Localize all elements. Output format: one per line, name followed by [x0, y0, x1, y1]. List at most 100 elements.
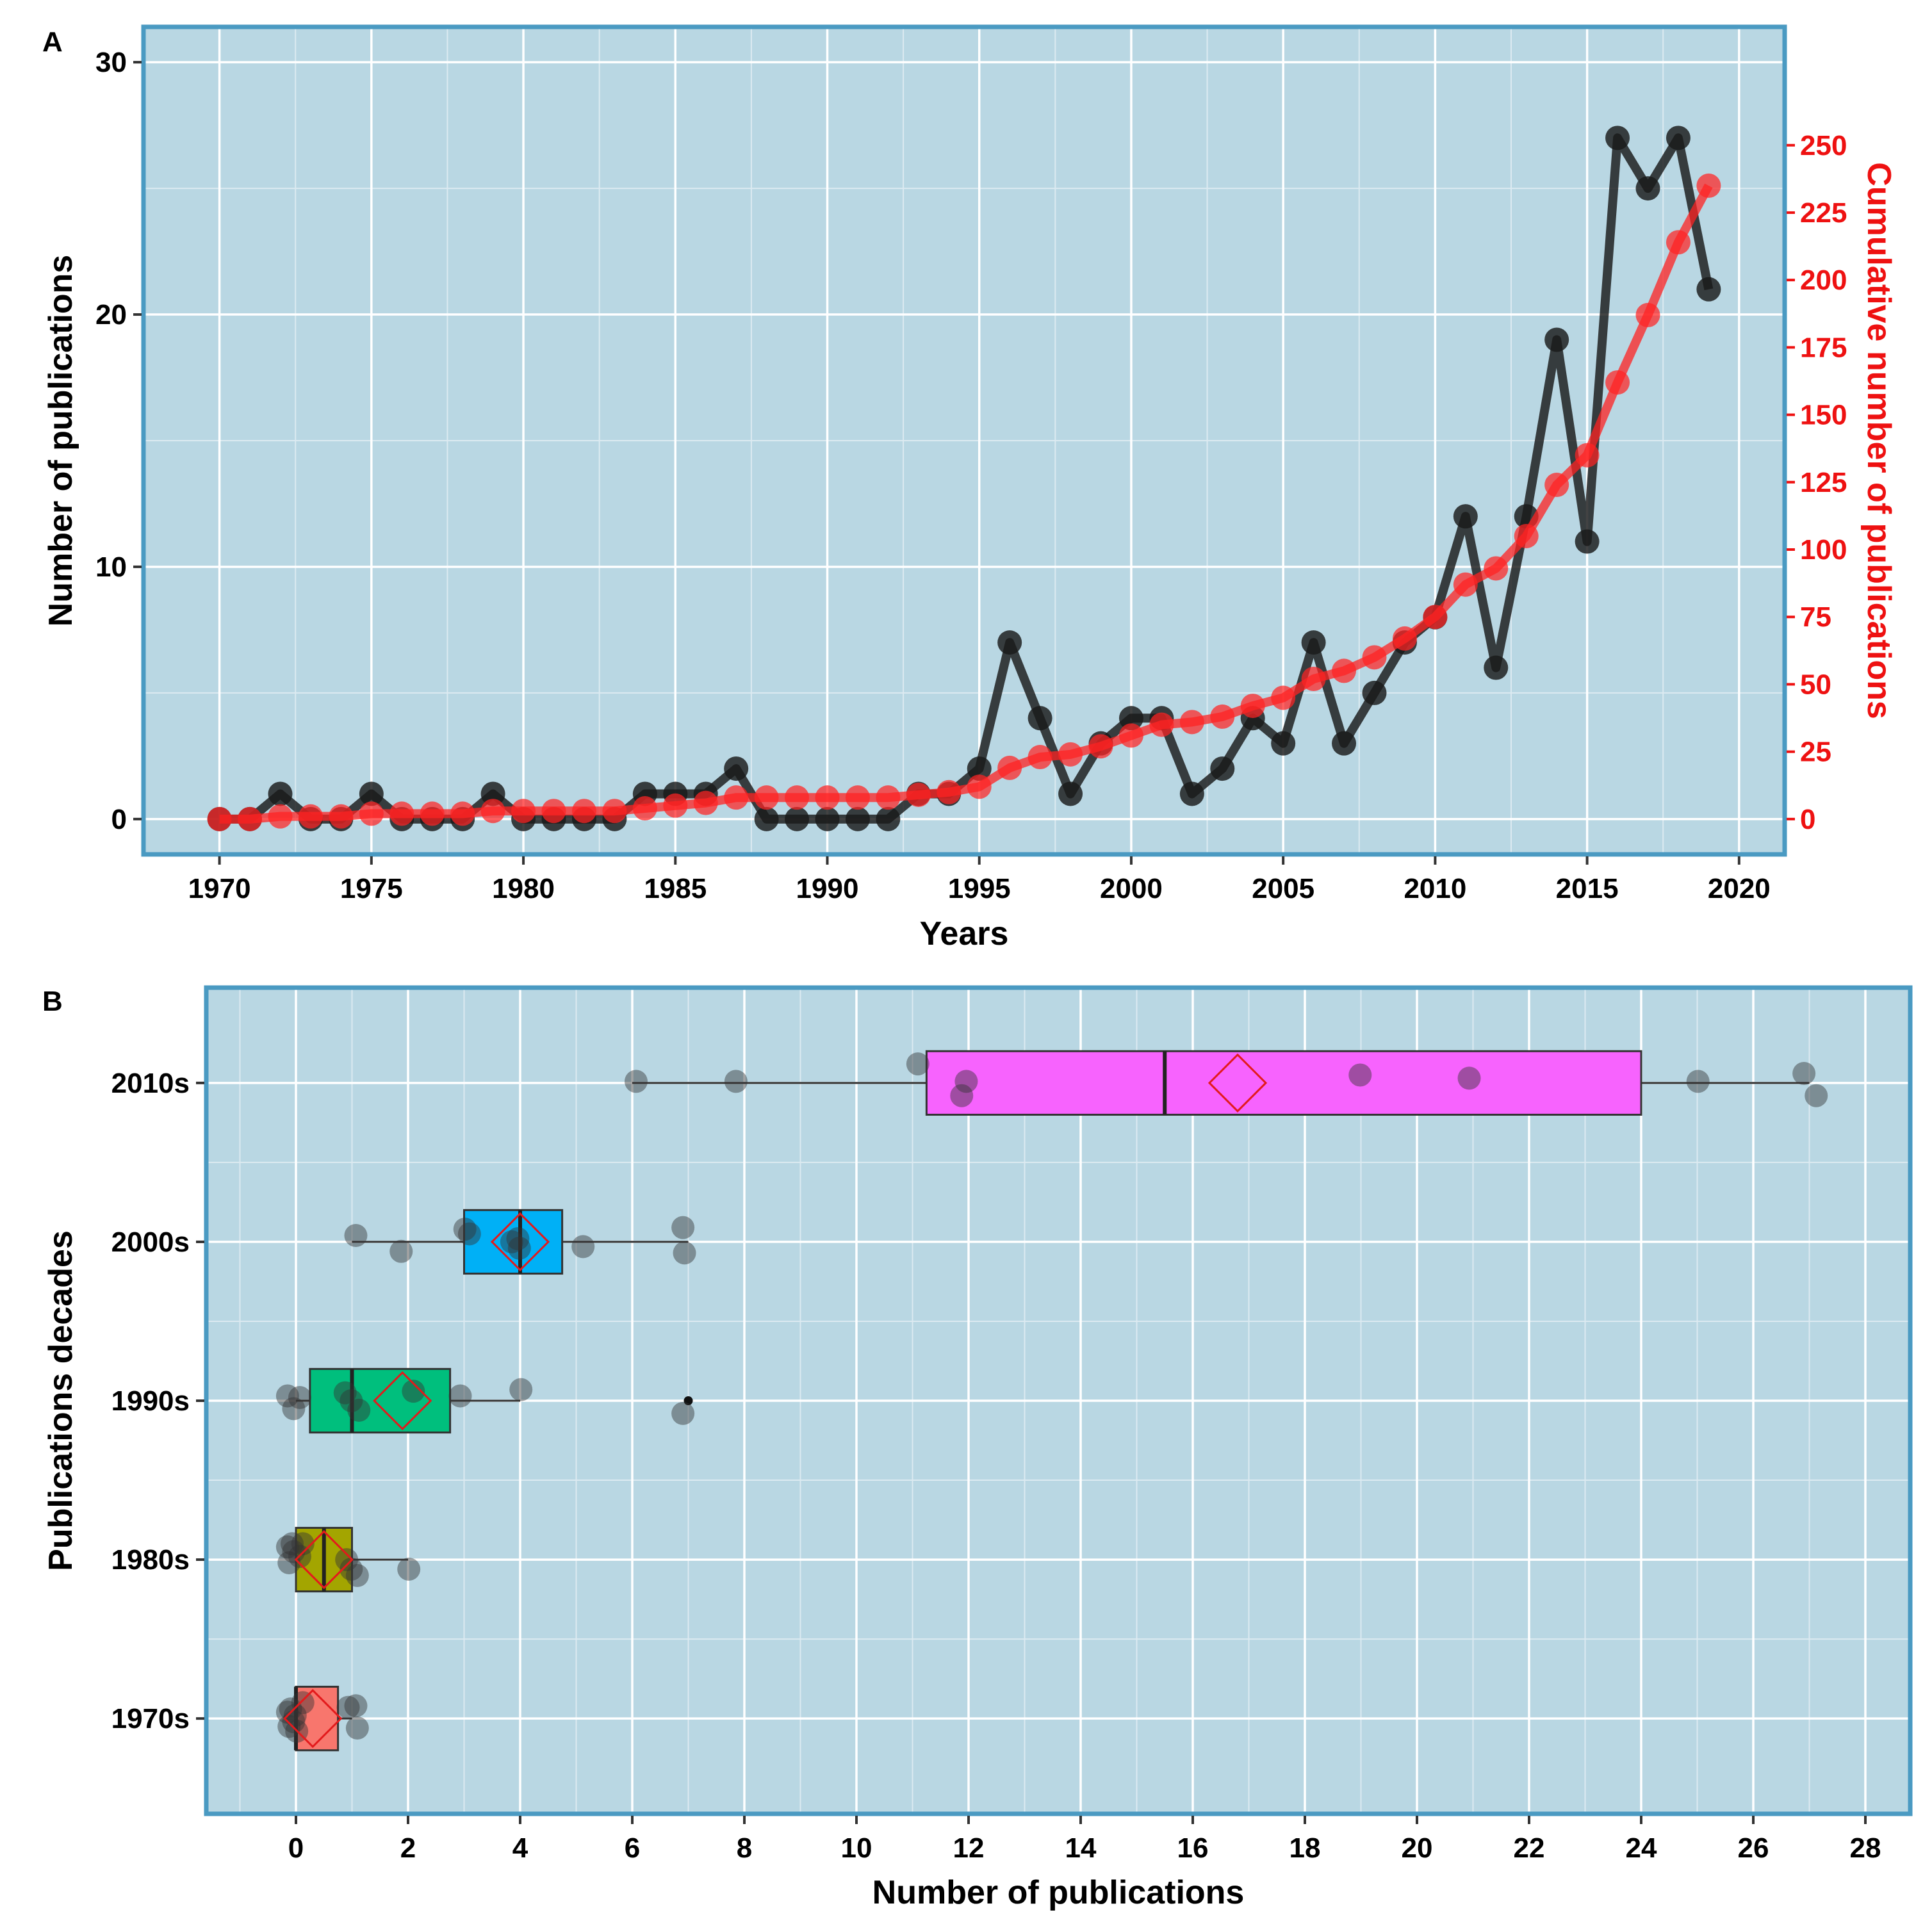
- cumulative-publications-point: [1027, 745, 1052, 770]
- annual-publications-point: [1544, 327, 1569, 352]
- cumulative-publications-point: [1088, 734, 1113, 759]
- jitter-point: [1348, 1063, 1372, 1087]
- y2-tick-label: 75: [1800, 601, 1831, 633]
- jitter-point: [288, 1386, 311, 1410]
- jitter-point: [275, 1384, 299, 1408]
- panel-a-y2-axis-title: Cumulative number of publications: [1860, 162, 1897, 719]
- y-tick-label: 20: [95, 299, 127, 330]
- cumulative-publications-point: [1210, 704, 1235, 729]
- panel-b-label: B: [42, 986, 63, 1017]
- jitter-point: [950, 1084, 974, 1107]
- jitter-point: [509, 1378, 533, 1401]
- cumulative-publications-point: [571, 799, 596, 824]
- annual-publications-point: [480, 781, 505, 806]
- x-tick-label: 20: [1402, 1832, 1433, 1864]
- x-tick-label: 1975: [340, 873, 403, 904]
- jitter-point: [275, 1700, 299, 1724]
- cumulative-publications-point: [1392, 626, 1417, 651]
- panel-a-axes: 1970 1975 1980 1985 1990 1995 2000 2005 2010 2015…: [95, 47, 1847, 904]
- x-tick-label: 12: [953, 1832, 985, 1864]
- cumulative-publications-point: [876, 785, 901, 810]
- cumulative-publications-point: [785, 785, 810, 810]
- annual-publications-point: [268, 781, 293, 806]
- jitter-point: [571, 1235, 595, 1259]
- annual-publications-point: [1058, 781, 1083, 806]
- annual-publications-point: [754, 806, 779, 831]
- panel-a-y-axis-title: Number of publications: [42, 255, 79, 627]
- jitter-point: [453, 1218, 477, 1241]
- box-mean-diamond: [490, 1212, 550, 1272]
- annual-publications-point: [815, 806, 840, 831]
- annual-publications-point: [1635, 176, 1660, 201]
- y-tick-label: 30: [95, 47, 127, 78]
- annual-publications-point: [1453, 504, 1478, 529]
- box-mean-diamond: [1208, 1053, 1268, 1113]
- cumulative-publications-point: [511, 799, 536, 824]
- x-tick-label: 18: [1289, 1832, 1321, 1864]
- cumulative-publications-point: [1423, 605, 1448, 630]
- jitter-point: [389, 1239, 413, 1263]
- y2-tick-label: 250: [1800, 130, 1847, 161]
- cumulative-publications-point: [359, 801, 384, 826]
- cumulative-publications-point: [1179, 710, 1204, 735]
- annual-publications-point: [1575, 529, 1600, 554]
- y2-tick-label: 225: [1800, 197, 1847, 229]
- cumulative-publications-point: [663, 793, 688, 818]
- y2-tick-label: 175: [1800, 332, 1847, 363]
- annual-publications-point: [785, 806, 810, 831]
- y2-tick-label: 125: [1800, 467, 1847, 498]
- y2-tick-label: 150: [1800, 400, 1847, 431]
- jitter-point: [345, 1716, 369, 1740]
- cumulative-publications-point: [1362, 645, 1387, 670]
- x-tick-label: 2000: [1100, 873, 1163, 904]
- jitter-point: [1792, 1061, 1816, 1085]
- jitter-point: [281, 1532, 304, 1556]
- annual-publications-point: [1179, 781, 1204, 806]
- jitter-point: [291, 1691, 315, 1715]
- cumulative-publications-point: [602, 799, 627, 824]
- jitter-point: [1457, 1066, 1481, 1090]
- jitter-point: [345, 1563, 369, 1587]
- x-tick-label: 16: [1177, 1832, 1209, 1864]
- jitter-point: [344, 1694, 368, 1718]
- jitter-point: [724, 1070, 748, 1093]
- jitter-point: [282, 1540, 306, 1563]
- jitter-point: [402, 1380, 425, 1403]
- jitter-point: [500, 1230, 523, 1253]
- cumulative-publications-point: [1240, 694, 1265, 719]
- cumulative-publications-point: [329, 804, 354, 829]
- jitter-point: [906, 1052, 929, 1076]
- x-tick-label: 2020: [1708, 873, 1771, 904]
- panel-b-border: [204, 985, 1913, 1816]
- x-tick-label: 10: [841, 1832, 872, 1864]
- box-mean-diamond: [283, 1689, 343, 1749]
- jitter-point: [344, 1224, 368, 1247]
- cumulative-publications-point: [906, 782, 931, 807]
- y-tick-label: 1970s: [111, 1703, 190, 1734]
- cumulative-publications-point: [724, 785, 749, 810]
- jitter-point: [283, 1704, 307, 1727]
- jitter-point: [275, 1535, 299, 1559]
- jitter-point: [277, 1551, 301, 1575]
- panel-a-x-axis-title: Years: [920, 915, 1009, 952]
- jitter-point: [448, 1384, 472, 1408]
- cumulative-publications-point: [1271, 685, 1296, 710]
- cumulative-publications-point: [1118, 723, 1143, 748]
- y2-tick-label: 50: [1800, 669, 1831, 700]
- y2-tick-label: 200: [1800, 265, 1847, 296]
- x-tick-label: 26: [1738, 1832, 1769, 1864]
- cumulative-publications-point: [1332, 658, 1357, 683]
- box-iqr-2010s: [925, 1050, 1642, 1116]
- y-tick-label: 2000s: [111, 1227, 190, 1258]
- jitter-point: [397, 1557, 421, 1581]
- y2-tick-label: 25: [1800, 737, 1831, 768]
- x-tick-label: 24: [1626, 1832, 1657, 1864]
- cumulative-publications-point: [1605, 370, 1630, 395]
- y-tick-label: 10: [95, 551, 127, 583]
- panel-b-boxes: [275, 1050, 1828, 1752]
- x-tick-label: 2: [400, 1832, 416, 1864]
- cumulative-publications-point: [238, 806, 263, 831]
- x-tick-label: 1995: [948, 873, 1011, 904]
- cumulative-publications-point: [815, 785, 840, 810]
